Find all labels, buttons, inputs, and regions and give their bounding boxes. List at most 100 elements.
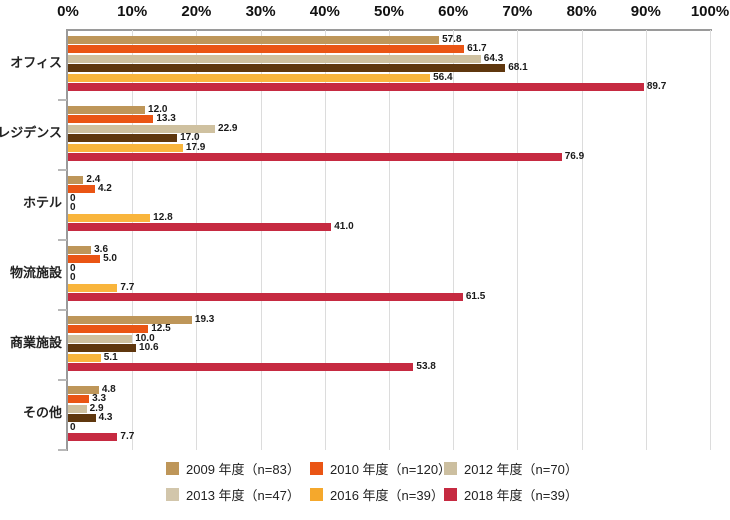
- legend-item: 2012 年度（n=70）: [444, 460, 578, 477]
- bar-2013: [68, 134, 178, 143]
- legend-label: 2012 年度（n=70）: [464, 461, 578, 477]
- bar-row: 10.6: [68, 343, 710, 353]
- bar-value-label: 3.6: [94, 244, 109, 255]
- bar-2010: [68, 395, 90, 404]
- bar-row: 17.0: [68, 132, 710, 144]
- gridline: [260, 30, 262, 450]
- bar-2009: [68, 316, 192, 324]
- bar-value-label: 17.9: [185, 141, 206, 153]
- bar-value-label: 2.9: [89, 402, 104, 414]
- legend-item: 2016 年度（n=39）: [310, 486, 444, 503]
- bar-row: 68.1: [68, 62, 710, 74]
- bar-2016: [68, 213, 151, 222]
- bar-row: 53.8: [68, 361, 710, 372]
- bar-value-label: 41.0: [334, 221, 354, 232]
- bar-value-label: 53.8: [416, 361, 436, 372]
- legend-item: 2013 年度（n=47）: [166, 486, 310, 503]
- gridline: [324, 30, 326, 450]
- bar-value-label: 0: [70, 272, 76, 284]
- bar-2010: [68, 185, 95, 194]
- legend-item: 2010 年度（n=120）: [310, 460, 451, 477]
- x-axis-tick-label: 90%: [630, 3, 661, 20]
- bar-value-label: 68.1: [508, 62, 528, 74]
- bar-value-label: 0: [70, 421, 76, 433]
- x-axis-tick-label: 20%: [181, 3, 212, 20]
- bar-value-label: 7.7: [120, 281, 135, 293]
- gridline: [517, 30, 519, 450]
- bar-value-label: 61.7: [467, 43, 487, 55]
- bar-value-label: 5.1: [103, 351, 118, 363]
- axis-tick: [58, 239, 67, 241]
- bar-row: 76.9: [68, 152, 710, 162]
- bar-value-label: 3.3: [92, 393, 107, 405]
- bar-value-label: 5.0: [103, 253, 117, 265]
- bar-row: 0: [68, 263, 710, 273]
- legend-swatch: [444, 461, 457, 475]
- x-axis-tick-label: 40%: [309, 3, 340, 20]
- bar-group: 2.4 4.2 0 0 12.8 41.0: [68, 170, 710, 240]
- bar-row: 17.9: [68, 141, 710, 153]
- bar-2010: [68, 45, 465, 54]
- bar-value-label: 7.7: [120, 431, 135, 442]
- bar-row: 12.8: [68, 212, 710, 222]
- legend-swatch: [166, 461, 179, 475]
- category-label: オフィス: [10, 55, 62, 70]
- bar-row: 0: [68, 203, 710, 213]
- bar-row: 4.8: [68, 385, 710, 395]
- bar-value-label: 0: [70, 192, 76, 204]
- bar-row: 22.9: [68, 123, 710, 133]
- bar-row: 19.3: [68, 314, 710, 325]
- bar-row: 12.0: [68, 104, 710, 115]
- bar-row: 0: [68, 272, 710, 284]
- bar-2012: [68, 54, 481, 63]
- axis-tick: [58, 99, 67, 101]
- x-axis-tick-label: 80%: [566, 3, 597, 20]
- gridline: [581, 30, 583, 450]
- x-axis-tick-label: 50%: [373, 3, 405, 20]
- gridline: [710, 30, 711, 450]
- bar-value-label: 19.3: [194, 314, 215, 325]
- bar-value-label: 12.0: [148, 104, 168, 115]
- axis-tick: [58, 169, 67, 171]
- bar-row: 4.3: [68, 413, 710, 423]
- bar-row: 5.1: [68, 351, 710, 363]
- bar-value-label: 57.8: [442, 34, 462, 45]
- bar-row: 2.9: [68, 402, 710, 414]
- bar-row: 7.7: [68, 281, 710, 293]
- bar-2009: [68, 106, 146, 114]
- bar-2009: [68, 176, 84, 184]
- category-label: 物流施設: [9, 265, 62, 280]
- bar-row: 57.8: [68, 34, 710, 45]
- category-label: 商業施設: [9, 335, 62, 350]
- bar-2018: [68, 83, 644, 91]
- bar-2018: [68, 433, 118, 441]
- x-axis-tick-label: 30%: [245, 3, 276, 20]
- bar-row: 12.5: [68, 323, 710, 335]
- bar-value-label: 17.0: [180, 132, 200, 144]
- axis-tick: [58, 449, 67, 451]
- bar-group: 19.3 12.5 10.0 10.6 5.1 53.8: [68, 310, 710, 380]
- bar-value-label: 2.4: [86, 174, 101, 185]
- bar-2013: [68, 414, 96, 423]
- bar-2018: [68, 153, 562, 161]
- bar-2012: [68, 124, 216, 133]
- bar-2009: [68, 36, 440, 44]
- bar-group: 3.6 5.0 0 0 7.7 61.5: [68, 240, 710, 310]
- y-axis-line: [66, 29, 68, 451]
- bar-row: 3.6: [68, 244, 710, 255]
- bar-row: 0: [68, 192, 710, 204]
- bar-row: 13.3: [68, 114, 710, 124]
- x-axis-tick-label: 0%: [57, 3, 79, 20]
- bar-value-label: 4.2: [97, 183, 112, 195]
- bar-row: 41.0: [68, 221, 710, 232]
- x-axis: 0% 10% 20% 30% 40% 50% 60% 70% 80% 90% 100%: [57, 3, 729, 23]
- bar-2012: [68, 404, 87, 413]
- bar-group: 12.0 13.3 22.9 17.0 17.9 76.9: [68, 100, 710, 170]
- bar-value-label: 12.5: [151, 323, 171, 335]
- axis-tick: [58, 309, 67, 311]
- legend-swatch: [166, 487, 179, 501]
- bar-2018: [68, 363, 414, 371]
- bar-2010: [68, 255, 101, 264]
- plot-area: 57.8 61.7 64.3 68.1 56.4 89.7 12.0 13.3 22.9 17.0…: [68, 30, 711, 450]
- bar-2010: [68, 115, 154, 124]
